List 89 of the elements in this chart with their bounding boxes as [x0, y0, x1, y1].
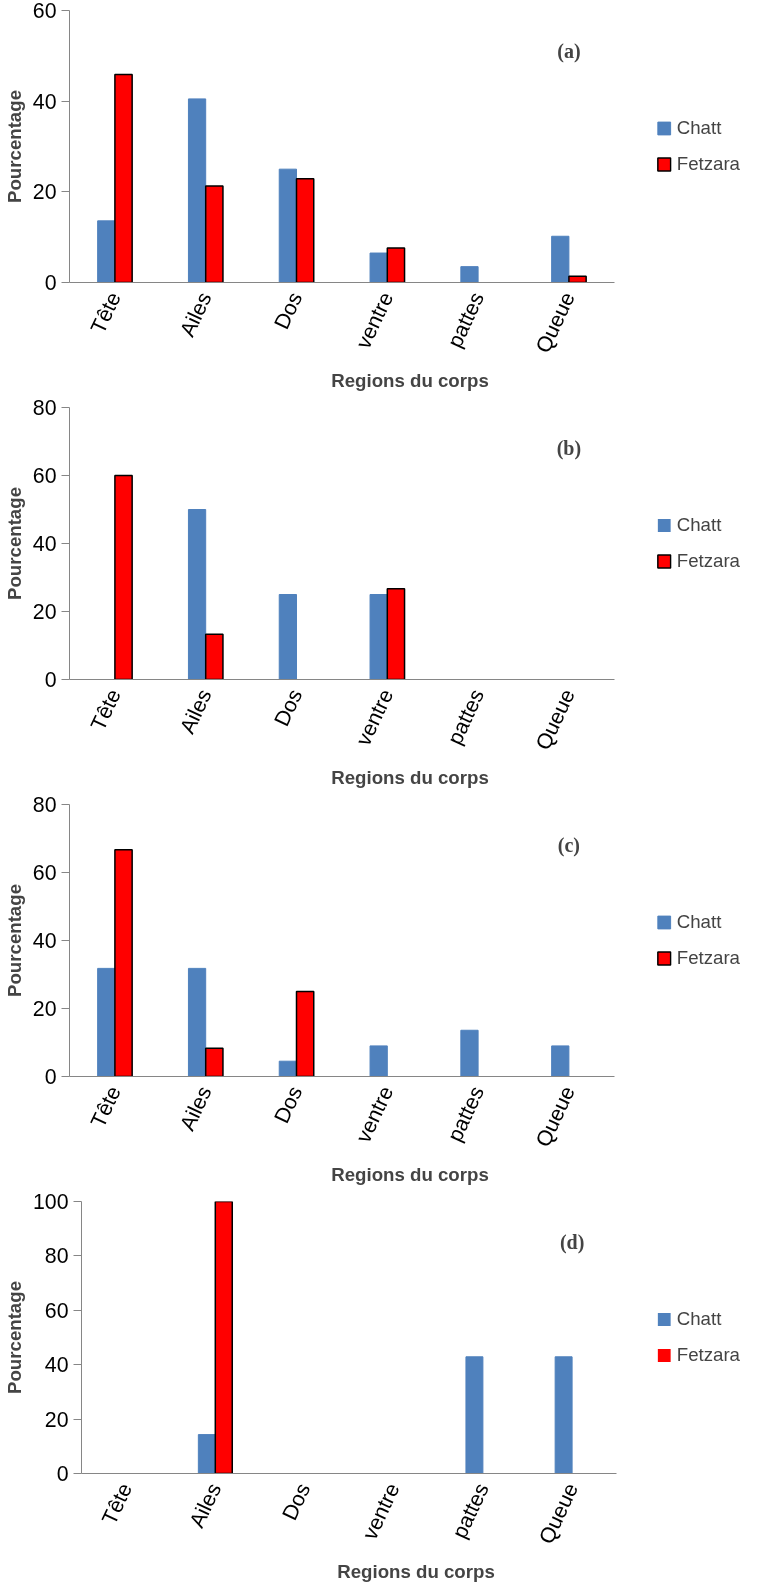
text: (a): [557, 40, 581, 64]
legend-label: Fetzara: [676, 1344, 740, 1366]
bar: [551, 235, 570, 283]
x-tick-label: Tête: [85, 685, 126, 735]
legend-label: Chatt: [676, 911, 722, 933]
bar: [187, 509, 207, 680]
bar: [114, 73, 133, 283]
x-tick-label: pattes: [442, 288, 489, 352]
bar: [97, 220, 116, 283]
bar: [197, 1434, 216, 1474]
y-tick-label: 60: [32, 464, 57, 488]
text: (c): [557, 834, 580, 858]
bar: [204, 633, 224, 680]
bar: [114, 848, 133, 1077]
bar: [187, 967, 207, 1077]
x-tick-label: pattes: [442, 1082, 489, 1146]
legend-label: Fetzara: [676, 153, 740, 175]
bar: [551, 1045, 570, 1077]
y-tick-label: 20: [32, 600, 57, 624]
y-tick-label: 20: [32, 997, 57, 1021]
x-tick-label: Ailes: [175, 288, 217, 341]
y-tick-label: 20: [44, 1407, 69, 1432]
x-tick-label: ventre: [351, 1082, 399, 1147]
bar: [187, 98, 207, 283]
y-tick-label: 0: [56, 1462, 69, 1486]
legend-label: Chatt: [676, 1308, 722, 1330]
bar: [386, 247, 406, 283]
bar: [554, 1356, 573, 1474]
y-tick-label: 80: [32, 396, 57, 420]
x-tick-label: pattes: [442, 685, 489, 749]
x-tick-label: ventre: [351, 288, 399, 353]
x-tick-label: Dos: [277, 1479, 316, 1524]
bar: [214, 1201, 233, 1474]
y-tick-label: 0: [44, 1065, 57, 1089]
x-axis-title: Regions du corps: [331, 766, 489, 788]
bar: [295, 177, 315, 283]
y-tick-label: 0: [44, 668, 57, 692]
legend-label: Fetzara: [676, 550, 740, 572]
bar: [465, 1356, 484, 1474]
x-tick-label: Ailes: [175, 1082, 217, 1135]
bar: [278, 594, 297, 680]
y-tick-label: 40: [44, 1353, 69, 1378]
x-axis-title: Regions du corps: [331, 369, 489, 391]
bar: [369, 594, 388, 680]
y-tick-label: 80: [44, 1244, 69, 1269]
y-axis-title: Pourcentage: [3, 486, 25, 600]
y-tick-label: 0: [44, 271, 57, 295]
y-tick-label: 40: [32, 89, 57, 114]
y-tick-label: 20: [32, 180, 57, 205]
bar: [386, 587, 406, 680]
legend-label: Chatt: [676, 514, 722, 536]
x-axis-title: Regions du corps: [337, 1560, 495, 1582]
y-axis-title: Pourcentage: [3, 89, 25, 203]
x-tick-label: pattes: [447, 1479, 494, 1543]
x-axis-title: Regions du corps: [331, 1163, 489, 1185]
bar: [460, 1029, 479, 1077]
x-tick-label: Tête: [85, 288, 126, 338]
x-tick-label: Ailes: [175, 685, 217, 738]
y-tick-label: 80: [32, 793, 57, 817]
bar: [278, 168, 297, 283]
x-tick-label: ventre: [357, 1479, 405, 1544]
text: (b): [556, 437, 582, 461]
y-tick-label: 60: [44, 1298, 69, 1323]
y-tick-label: 60: [32, 861, 57, 885]
x-tick-label: Dos: [269, 288, 308, 333]
y-tick-label: 40: [32, 929, 57, 953]
x-tick-label: Tête: [85, 1082, 126, 1132]
x-tick-label: Dos: [269, 685, 308, 730]
bar: [369, 1045, 388, 1077]
bar: [114, 474, 133, 680]
legend-label: Fetzara: [676, 947, 740, 969]
bar: [295, 990, 315, 1077]
text: (d): [559, 1231, 585, 1255]
y-tick-label: 100: [32, 1190, 69, 1214]
x-tick-label: Ailes: [184, 1479, 227, 1532]
bar: [204, 1047, 224, 1077]
bar: [568, 275, 587, 283]
y-axis-title: Pourcentage: [3, 1280, 25, 1394]
x-tick-label: Tête: [97, 1479, 137, 1529]
y-tick-label: 40: [32, 532, 57, 556]
x-tick-label: ventre: [351, 685, 399, 750]
x-tick-label: Dos: [269, 1082, 308, 1127]
y-tick-label: 60: [32, 0, 57, 23]
bar: [97, 967, 116, 1077]
legend-label: Chatt: [676, 117, 722, 139]
bar: [369, 252, 388, 283]
bar: [204, 185, 224, 283]
y-axis-title: Pourcentage: [3, 883, 25, 997]
bar: [460, 266, 479, 283]
